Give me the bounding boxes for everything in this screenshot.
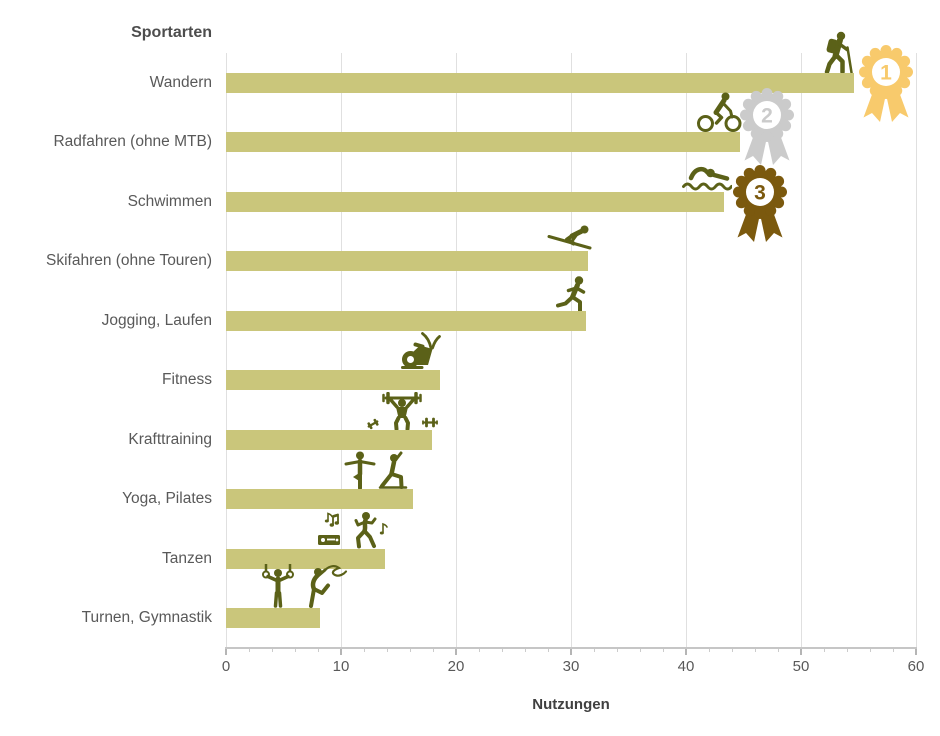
axis-tick-label: 20 bbox=[447, 658, 465, 675]
medal-rank-number: 1 bbox=[880, 61, 892, 84]
category-label-schwimmen: Schwimmen bbox=[127, 192, 212, 210]
silver-rosette-medal-icon: 2 bbox=[736, 88, 798, 166]
bar-schwimmen bbox=[226, 191, 724, 212]
axis-tick-minor-icon bbox=[616, 648, 618, 652]
axis-tick-minor-icon bbox=[593, 648, 595, 652]
category-label-skifahren-ohne-touren: Skifahren (ohne Touren) bbox=[45, 252, 212, 270]
x-axis-title: Nutzungen bbox=[532, 696, 610, 713]
gridline bbox=[570, 53, 572, 648]
yoga-icon bbox=[342, 451, 416, 489]
category-label-jogging-laufen: Jogging, Laufen bbox=[101, 311, 212, 329]
bronze-rosette-medal-icon: 3 bbox=[729, 165, 791, 243]
medal-rank-number: 3 bbox=[754, 181, 766, 204]
axis-tick-minor-icon bbox=[317, 648, 319, 652]
axis-tick-minor-icon bbox=[846, 648, 848, 652]
category-label-yoga-pilates: Yoga, Pilates bbox=[122, 490, 212, 508]
axis-tick-label: 10 bbox=[332, 658, 350, 675]
bar-yoga-pilates bbox=[226, 489, 414, 510]
category-label-wandern: Wandern bbox=[149, 73, 212, 91]
gridline bbox=[800, 53, 802, 648]
axis-tick-label: 30 bbox=[562, 658, 580, 675]
axis-tick-minor-icon bbox=[294, 648, 296, 652]
axis-tick-minor-icon bbox=[478, 648, 480, 652]
skier-icon bbox=[547, 225, 593, 251]
axis-tick-major-icon bbox=[685, 648, 687, 655]
category-label-fitness: Fitness bbox=[162, 371, 212, 389]
x-axis-line bbox=[225, 647, 917, 649]
axis-tick-major-icon bbox=[570, 648, 572, 655]
bar-tanzen bbox=[226, 548, 385, 569]
axis-tick-minor-icon bbox=[501, 648, 503, 652]
axis-tick-minor-icon bbox=[662, 648, 664, 652]
bar-skifahren-ohne-touren bbox=[226, 251, 589, 272]
gold-rosette-medal-icon: 1 bbox=[855, 45, 917, 123]
axis-tick-minor-icon bbox=[524, 648, 526, 652]
axis-tick-major-icon bbox=[340, 648, 342, 655]
bar-jogging-laufen bbox=[226, 310, 586, 331]
gridline bbox=[455, 53, 457, 648]
axis-tick-minor-icon bbox=[708, 648, 710, 652]
axis-tick-label: 50 bbox=[792, 658, 810, 675]
gymnast-icon bbox=[258, 564, 352, 608]
axis-tick-major-icon bbox=[455, 648, 457, 655]
bar-fitness bbox=[226, 370, 440, 391]
axis-tick-minor-icon bbox=[409, 648, 411, 652]
bar-turnen-gymnastik bbox=[226, 608, 321, 629]
axis-tick-minor-icon bbox=[432, 648, 434, 652]
category-label-turnen-gymnastik: Turnen, Gymnastik bbox=[81, 609, 212, 627]
axis-tick-minor-icon bbox=[731, 648, 733, 652]
bar-radfahren-ohne-mtb bbox=[226, 132, 741, 153]
category-label-radfahren-ohne-mtb: Radfahren (ohne MTB) bbox=[53, 133, 212, 151]
swimmer-icon bbox=[682, 164, 732, 192]
exercise-bike-icon bbox=[399, 332, 441, 370]
bar-krafttraining bbox=[226, 429, 432, 450]
axis-tick-minor-icon bbox=[869, 648, 871, 652]
axis-tick-major-icon bbox=[915, 648, 917, 655]
axis-tick-label: 40 bbox=[677, 658, 695, 675]
axis-tick-minor-icon bbox=[892, 648, 894, 652]
chart-title: Sportarten bbox=[131, 24, 212, 41]
axis-tick-minor-icon bbox=[823, 648, 825, 652]
gridline bbox=[915, 53, 917, 648]
axis-tick-minor-icon bbox=[639, 648, 641, 652]
axis-tick-minor-icon bbox=[363, 648, 365, 652]
category-label-krafttraining: Krafttraining bbox=[128, 430, 212, 448]
gridline bbox=[685, 53, 687, 648]
gridline bbox=[225, 53, 227, 648]
medal-rank-number: 2 bbox=[761, 105, 773, 128]
axis-tick-minor-icon bbox=[547, 648, 549, 652]
bar-wandern bbox=[226, 72, 854, 93]
axis-tick-minor-icon bbox=[777, 648, 779, 652]
axis-tick-minor-icon bbox=[248, 648, 250, 652]
hiker-icon bbox=[815, 31, 859, 73]
gridline bbox=[340, 53, 342, 648]
axis-tick-major-icon bbox=[225, 648, 227, 655]
axis-tick-label: 60 bbox=[907, 658, 925, 675]
axis-tick-minor-icon bbox=[271, 648, 273, 652]
axis-tick-major-icon bbox=[800, 648, 802, 655]
axis-tick-label: 0 bbox=[221, 658, 231, 675]
category-label-tanzen: Tanzen bbox=[162, 549, 212, 567]
axis-tick-minor-icon bbox=[386, 648, 388, 652]
runner-icon bbox=[553, 276, 589, 311]
dancer-icon bbox=[317, 511, 391, 549]
weightlifter-icon bbox=[366, 392, 438, 430]
axis-tick-minor-icon bbox=[754, 648, 756, 652]
